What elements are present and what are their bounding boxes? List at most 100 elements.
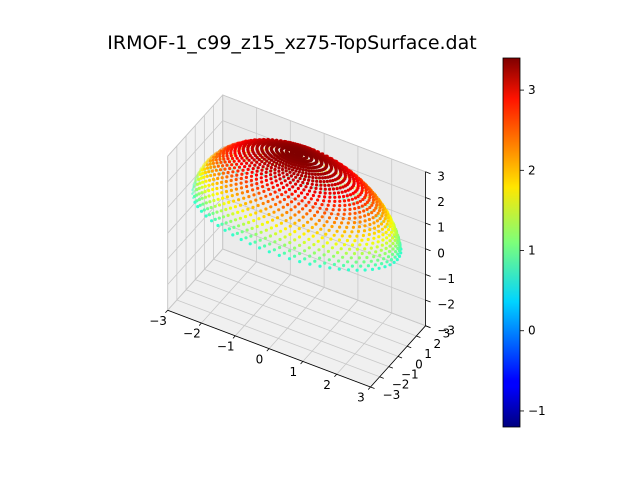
data-point [390, 230, 394, 234]
data-point [343, 230, 347, 234]
data-point [332, 262, 336, 267]
data-point [275, 183, 280, 187]
data-point [310, 172, 314, 176]
data-point [370, 211, 374, 215]
data-point [211, 187, 215, 192]
data-point [327, 199, 331, 203]
data-point [372, 208, 376, 212]
data-point [245, 184, 249, 189]
data-point [279, 160, 283, 164]
data-point [240, 230, 244, 234]
data-point [363, 224, 367, 228]
data-point [321, 172, 325, 176]
data-point [198, 181, 202, 185]
data-point [313, 202, 318, 206]
data-point [249, 213, 253, 217]
data-point [201, 165, 205, 168]
data-point [287, 164, 291, 168]
data-point [228, 165, 231, 168]
y-tick-mark [388, 366, 394, 369]
data-point [314, 186, 318, 190]
data-point [234, 187, 238, 191]
data-point [297, 164, 301, 168]
data-point [246, 167, 250, 171]
data-point [328, 195, 332, 199]
data-point [229, 154, 233, 158]
data-point [304, 204, 308, 208]
data-point [220, 176, 224, 180]
data-point [254, 177, 258, 181]
data-point [239, 168, 242, 171]
data-point [229, 178, 233, 183]
data-point [200, 196, 204, 200]
data-point [307, 169, 311, 173]
data-point [340, 221, 344, 225]
data-point [342, 199, 347, 203]
data-point [255, 224, 259, 229]
data-point [231, 170, 235, 174]
data-point [237, 151, 242, 155]
data-point [229, 219, 233, 223]
data-point [380, 262, 384, 266]
data-point [249, 178, 253, 183]
data-point [248, 154, 252, 158]
data-point [343, 203, 347, 207]
data-point [381, 233, 385, 237]
data-point [364, 188, 368, 192]
data-point [380, 214, 384, 218]
data-point [377, 235, 381, 239]
data-point [327, 228, 331, 232]
data-point [384, 213, 388, 217]
data-point [222, 202, 226, 206]
data-point [391, 236, 395, 240]
data-point [244, 236, 248, 240]
data-point [313, 259, 317, 263]
data-point [213, 173, 217, 177]
data-point [263, 236, 267, 240]
data-point [353, 239, 357, 243]
data-point [262, 215, 266, 219]
data-point [265, 167, 269, 171]
data-point [387, 228, 391, 232]
data-point [304, 168, 308, 172]
data-point [204, 179, 208, 183]
data-point [369, 246, 373, 250]
data-point [299, 162, 303, 166]
data-point [318, 176, 322, 180]
data-point [279, 229, 283, 233]
data-point [341, 255, 345, 259]
data-point [325, 220, 329, 224]
data-point [397, 243, 401, 247]
data-point [239, 176, 243, 181]
data-point [294, 182, 298, 186]
data-point [379, 248, 383, 252]
data-point [235, 192, 239, 196]
data-point [292, 166, 297, 170]
data-point [386, 219, 390, 223]
data-point [278, 163, 282, 167]
data-point [256, 166, 260, 170]
data-point [218, 157, 222, 161]
data-point [309, 197, 313, 201]
data-point [368, 222, 372, 227]
data-point [216, 223, 220, 228]
data-point [233, 205, 237, 209]
data-point [397, 249, 402, 253]
data-point [307, 200, 311, 204]
data-point [362, 209, 366, 213]
data-point [294, 169, 298, 173]
data-point [384, 246, 388, 250]
data-point [381, 208, 385, 212]
data-point [381, 238, 385, 242]
data-point [322, 253, 326, 257]
data-point [382, 257, 386, 261]
data-point [303, 196, 307, 200]
grid-back-z [222, 94, 426, 173]
data-point [357, 225, 362, 229]
data-point [393, 229, 397, 233]
data-point [348, 212, 352, 216]
data-point [264, 178, 268, 182]
data-point [358, 220, 362, 224]
data-point [278, 237, 282, 242]
data-point [283, 243, 287, 247]
